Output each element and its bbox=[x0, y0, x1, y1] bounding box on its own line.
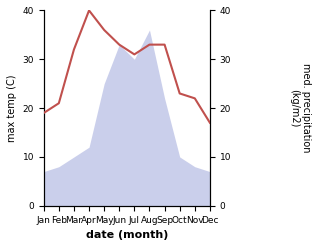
X-axis label: date (month): date (month) bbox=[86, 230, 168, 240]
Y-axis label: med. precipitation
(kg/m2): med. precipitation (kg/m2) bbox=[289, 63, 311, 153]
Y-axis label: max temp (C): max temp (C) bbox=[7, 74, 17, 142]
